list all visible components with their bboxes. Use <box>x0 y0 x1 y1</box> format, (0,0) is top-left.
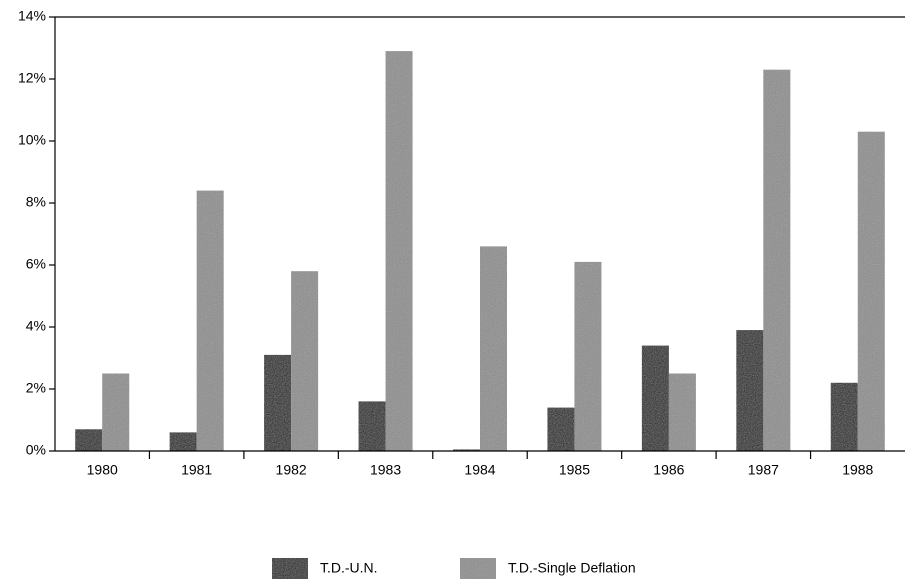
x-tick-label: 1981 <box>181 462 212 478</box>
bar <box>668 373 696 451</box>
x-tick-label: 1985 <box>559 462 590 478</box>
bar <box>169 432 197 451</box>
bar <box>574 261 602 451</box>
y-tick-label: 8% <box>26 194 46 210</box>
bar <box>830 382 858 451</box>
legend-swatch <box>272 558 308 579</box>
y-tick-label: 6% <box>26 256 46 272</box>
y-tick-label: 4% <box>26 318 46 334</box>
bar <box>75 429 103 451</box>
x-tick-label: 1987 <box>748 462 779 478</box>
y-tick-label: 12% <box>18 70 46 86</box>
y-tick-label: 0% <box>26 442 46 458</box>
bar <box>736 330 764 451</box>
bar <box>453 449 480 451</box>
bar <box>480 246 507 451</box>
bar <box>264 354 292 451</box>
bar <box>196 190 224 451</box>
legend-swatch <box>460 558 496 579</box>
x-tick-label: 1982 <box>276 462 307 478</box>
x-tick-label: 1983 <box>370 462 401 478</box>
x-tick-label: 1984 <box>464 462 495 478</box>
x-tick-label: 1988 <box>842 462 873 478</box>
bar <box>385 51 413 451</box>
bar <box>857 131 885 451</box>
bar <box>291 271 319 451</box>
bar <box>358 401 386 451</box>
y-tick-label: 2% <box>26 380 46 396</box>
x-tick-label: 1980 <box>87 462 118 478</box>
bar <box>547 407 575 451</box>
y-tick-label: 14% <box>18 8 46 24</box>
bar <box>641 345 669 451</box>
legend-label: T.D.-Single Deflation <box>508 560 636 576</box>
x-tick-label: 1986 <box>653 462 684 478</box>
legend-label: T.D.-U.N. <box>320 560 378 576</box>
y-tick-label: 10% <box>18 132 46 148</box>
bar <box>102 373 130 451</box>
bar <box>763 69 791 451</box>
